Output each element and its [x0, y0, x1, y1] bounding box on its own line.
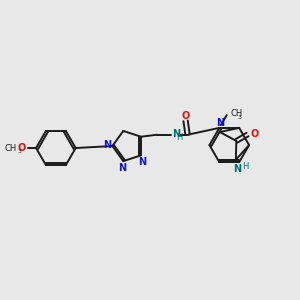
Text: O: O	[182, 111, 190, 121]
Text: H: H	[242, 162, 248, 171]
Text: N: N	[233, 164, 241, 174]
Text: O: O	[18, 142, 26, 152]
Text: N: N	[172, 129, 180, 139]
Text: CH: CH	[231, 109, 243, 118]
Text: H: H	[176, 133, 183, 142]
Text: N: N	[216, 118, 224, 128]
Text: N: N	[103, 140, 111, 150]
Text: N: N	[138, 157, 146, 167]
Text: 3: 3	[17, 149, 21, 154]
Text: CH: CH	[5, 143, 17, 152]
Text: O: O	[250, 130, 259, 140]
Text: 3: 3	[238, 115, 242, 120]
Text: N: N	[118, 163, 126, 173]
